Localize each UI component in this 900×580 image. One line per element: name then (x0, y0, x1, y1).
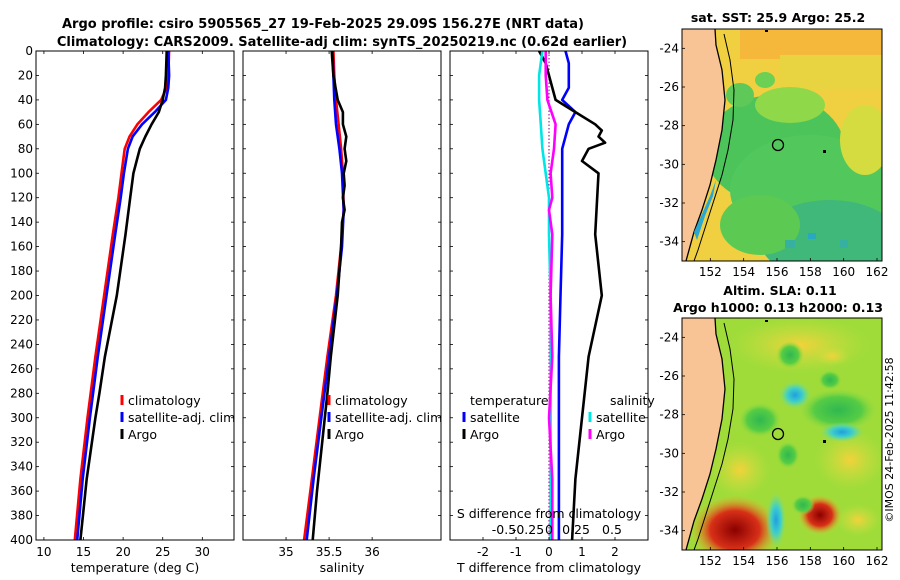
y-tick-label: 60 (18, 117, 33, 131)
s-tick-label: 0.5 (602, 522, 622, 537)
y-tick-label: 320 (10, 435, 33, 449)
y-tick-label: 280 (10, 386, 33, 400)
map-x-tick-label: 152 (699, 265, 722, 279)
difference-panel: -2 -1 0 1 2T difference from climatology temp… (449, 50, 655, 575)
map-x-tick-label: 156 (766, 554, 789, 568)
temperature-panel: 0 20 40 60 80 100 120 140 160 180 200 220 240 260 280 3… (10, 44, 235, 575)
legend-label: satellite-adj. clim (335, 410, 442, 425)
y-tick-label: 400 (10, 533, 33, 547)
series-line-argo (79, 51, 168, 540)
legend-label: climatology (335, 393, 408, 408)
map-x-tick-label: 156 (766, 265, 789, 279)
map-y-tick-label: -24 (659, 41, 679, 55)
x-axis-label: salinity (320, 560, 365, 575)
x-tick-label: 0 (545, 545, 553, 559)
legend-label: satellite (596, 410, 646, 425)
x-tick-label: 10 (36, 545, 51, 559)
y-tick-label: 200 (10, 289, 33, 303)
y-tick-label: 20 (18, 68, 33, 82)
series-line-t-satellite (557, 51, 577, 540)
series-line-satellite-adj-clim (75, 51, 171, 540)
x-axis-label: temperature (deg C) (71, 560, 200, 575)
legend-label: Argo (596, 427, 625, 442)
sla-map-title: Altim. SLA: 0.11 (723, 283, 836, 298)
map-y-tick-label: -32 (659, 485, 679, 499)
map-y-tick-label: -28 (659, 408, 679, 422)
x-tick-label: 2 (611, 545, 619, 559)
map-y-tick-label: -34 (659, 524, 679, 538)
map-x-tick-label: 160 (832, 265, 855, 279)
map-x-tick-label: 162 (866, 554, 889, 568)
y-tick-label: 140 (10, 215, 33, 229)
legend-label: satellite-adj. clim (128, 410, 235, 425)
y-tick-label: 220 (10, 313, 33, 327)
sla-map-panel: Altim. SLA: 0.11 Argo h1000: 0.13 h2000:… (659, 283, 888, 568)
legend-label: climatology (128, 393, 201, 408)
sst-map-title: sat. SST: 25.9 Argo: 25.2 (691, 10, 865, 25)
s-tick-label: -0.5 (492, 522, 516, 537)
x-axis-label: T difference from climatology (456, 560, 642, 575)
x-tick-label: 15 (76, 545, 91, 559)
x-tick-label: -1 (510, 545, 522, 559)
map-x-tick-label: 162 (866, 265, 889, 279)
series-line-t-argo (537, 51, 607, 540)
y-tick-label: 380 (10, 509, 33, 523)
legend-label: Argo (470, 427, 499, 442)
y-tick-label: 80 (18, 142, 33, 156)
series-line-argo (311, 51, 348, 540)
figure-title-line1: Argo profile: csiro 5905565_27 19-Feb-20… (62, 17, 584, 32)
x-tick-label: 1 (578, 545, 586, 559)
map-y-tick-label: -32 (659, 196, 679, 210)
map-x-tick-label: 158 (799, 265, 822, 279)
y-tick-label: 100 (10, 166, 33, 180)
y-tick-label: 0 (25, 44, 33, 58)
s-tick-label: 0.25 (562, 522, 590, 537)
map-x-tick-label: 152 (699, 554, 722, 568)
map-y-tick-label: -34 (659, 235, 679, 249)
sla-map-subtitle: Argo h1000: 0.13 h2000: 0.13 (673, 300, 883, 315)
map-y-tick-label: -30 (659, 446, 679, 460)
y-tick-label: 360 (10, 484, 33, 498)
x-tick-label: -2 (477, 545, 489, 559)
x-tick-label: 20 (115, 545, 130, 559)
map-x-tick-label: 154 (732, 554, 755, 568)
map-y-tick-label: -24 (659, 330, 679, 344)
series-line-s-argo (544, 51, 557, 540)
legend-title-temperature: temperature (470, 393, 549, 408)
y-tick-label: 40 (18, 93, 33, 107)
legend-label: satellite (470, 410, 520, 425)
y-tick-label: 180 (10, 264, 33, 278)
x-tick-label: 30 (195, 545, 210, 559)
legend-label: Argo (335, 427, 364, 442)
y-tick-label: 240 (10, 337, 33, 351)
series-line-s-satellite (537, 51, 552, 540)
map-y-tick-label: -28 (659, 119, 679, 133)
map-x-tick-label: 154 (732, 265, 755, 279)
s-tick-label: 0 (545, 522, 553, 537)
y-tick-label: 300 (10, 411, 33, 425)
map-x-tick-label: 158 (799, 554, 822, 568)
y-tick-label: 260 (10, 362, 33, 376)
sst-map-panel: sat. SST: 25.9 Argo: 25.2 152 154 15 (659, 10, 889, 279)
s-tick-label: -0.25 (512, 522, 544, 537)
map-y-tick-label: -26 (659, 369, 679, 383)
x-tick-label: 35 (278, 545, 293, 559)
y-tick-label: 120 (10, 191, 33, 205)
map-y-tick-label: -30 (659, 157, 679, 171)
map-y-tick-label: -26 (659, 80, 679, 94)
x-tick-label: 36 (364, 545, 379, 559)
legend-title-salinity: salinity (610, 393, 655, 408)
x-tick-label: 25 (155, 545, 170, 559)
y-tick-label: 340 (10, 460, 33, 474)
x-tick-label: 35.5 (316, 545, 343, 559)
timestamp: ©IMOS 24-Feb-2025 11:42:58 (883, 357, 896, 522)
map-x-tick-label: 160 (832, 554, 855, 568)
s-difference-label: S difference from climatology (457, 506, 642, 521)
y-tick-label: 160 (10, 240, 33, 254)
legend-label: Argo (128, 427, 157, 442)
figure-title-line2: Climatology: CARS2009. Satellite-adj cli… (57, 35, 627, 50)
